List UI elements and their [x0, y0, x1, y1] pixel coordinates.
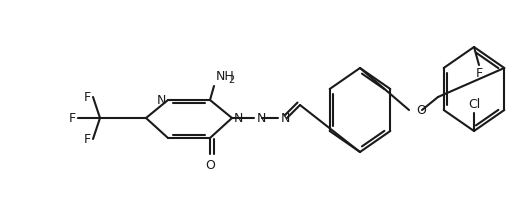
- Text: NH: NH: [216, 70, 235, 83]
- Text: 2: 2: [228, 75, 234, 85]
- Text: N: N: [281, 112, 290, 125]
- Text: Cl: Cl: [468, 98, 480, 111]
- Text: F: F: [84, 90, 91, 103]
- Text: F: F: [84, 133, 91, 146]
- Text: N: N: [257, 112, 267, 125]
- Text: F: F: [69, 112, 76, 125]
- Text: N: N: [234, 112, 243, 125]
- Text: O: O: [205, 159, 215, 172]
- Text: O: O: [416, 103, 426, 116]
- Text: N: N: [157, 93, 166, 106]
- Text: F: F: [475, 67, 482, 80]
